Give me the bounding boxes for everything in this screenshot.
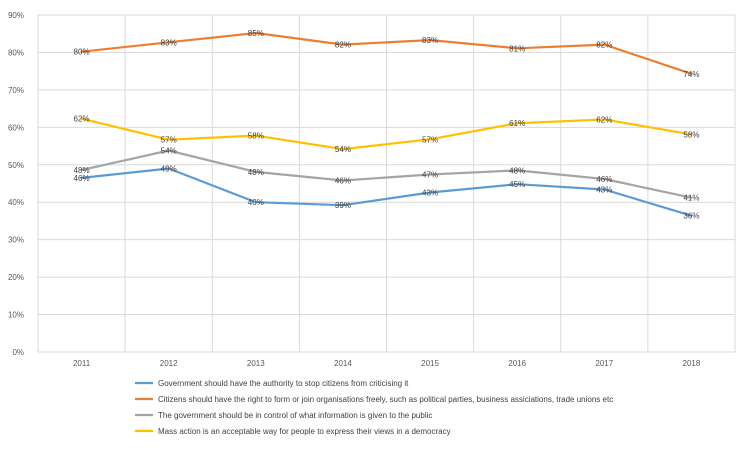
data-label: 62% xyxy=(74,115,90,124)
data-label: 54% xyxy=(161,147,177,156)
data-label: 62% xyxy=(596,115,612,124)
data-label: 61% xyxy=(509,119,525,128)
y-tick-label: 70% xyxy=(8,86,24,95)
data-label: 81% xyxy=(509,44,525,53)
series-lines xyxy=(80,31,693,217)
data-label: 43% xyxy=(422,188,438,197)
y-tick-label: 10% xyxy=(8,311,24,320)
series-line-1 xyxy=(80,167,693,217)
legend-entry-1: Government should have the authority to … xyxy=(158,379,409,388)
data-label: 46% xyxy=(335,177,351,186)
data-label: 83% xyxy=(422,36,438,45)
y-tick-label: 20% xyxy=(8,273,24,282)
x-axis: 2011 2012 2013 2014 2015 2016 2017 2018 xyxy=(73,359,701,368)
data-label: 45% xyxy=(509,180,525,189)
data-label: 48% xyxy=(248,168,264,177)
y-tick-label: 30% xyxy=(8,236,24,245)
x-tick-label: 2017 xyxy=(595,359,613,368)
gridlines xyxy=(37,14,736,353)
y-tick-label: 60% xyxy=(8,123,24,132)
x-tick-label: 2011 xyxy=(73,359,91,368)
legend-entry-4: Mass action is an acceptable way for peo… xyxy=(158,427,451,436)
data-label: 80% xyxy=(74,48,90,57)
data-label: 82% xyxy=(335,41,351,50)
data-label: 85% xyxy=(248,29,264,38)
data-label: 43% xyxy=(596,185,612,194)
data-label: 47% xyxy=(422,171,438,180)
data-label: 46% xyxy=(74,174,90,183)
data-label: 58% xyxy=(683,130,699,139)
data-label: 49% xyxy=(161,165,177,174)
series-line-4 xyxy=(80,117,693,151)
x-tick-label: 2015 xyxy=(421,359,439,368)
data-label: 41% xyxy=(683,194,699,203)
y-tick-label: 40% xyxy=(8,198,24,207)
data-label: 40% xyxy=(248,198,264,207)
data-label: 57% xyxy=(161,136,177,145)
data-label: 54% xyxy=(335,145,351,154)
x-tick-label: 2014 xyxy=(334,359,352,368)
y-tick-label: 50% xyxy=(8,161,24,170)
y-axis: 0% 10% 20% 30% 40% 50% 60% 70% 80% 90% xyxy=(8,11,24,357)
y-tick-label: 80% xyxy=(8,48,24,57)
data-label: 74% xyxy=(683,70,699,79)
legend-entry-3: The government should be in control of w… xyxy=(158,411,432,420)
data-label: 39% xyxy=(335,201,351,210)
data-label: 57% xyxy=(422,135,438,144)
data-label: 82% xyxy=(596,41,612,50)
legend-entry-2: Citizens should have the right to form o… xyxy=(158,395,613,404)
legend: Government should have the authority to … xyxy=(135,379,613,436)
series-line-2 xyxy=(80,31,693,75)
data-label: 46% xyxy=(596,175,612,184)
x-tick-label: 2013 xyxy=(247,359,265,368)
data-label: 83% xyxy=(161,38,177,47)
x-tick-label: 2018 xyxy=(683,359,701,368)
data-label: 58% xyxy=(248,132,264,141)
x-tick-label: 2016 xyxy=(508,359,526,368)
y-tick-label: 90% xyxy=(8,11,24,20)
y-tick-label: 0% xyxy=(12,348,24,357)
data-label: 36% xyxy=(683,212,699,221)
series-line-3 xyxy=(80,149,693,199)
data-label: 48% xyxy=(509,166,525,175)
data-labels: 46% 49% 40% 39% 43% 45% 43% 36% 80% 83% 85% 82% 83% 8… xyxy=(74,29,700,221)
data-label: 48% xyxy=(74,166,90,175)
x-tick-label: 2012 xyxy=(160,359,178,368)
